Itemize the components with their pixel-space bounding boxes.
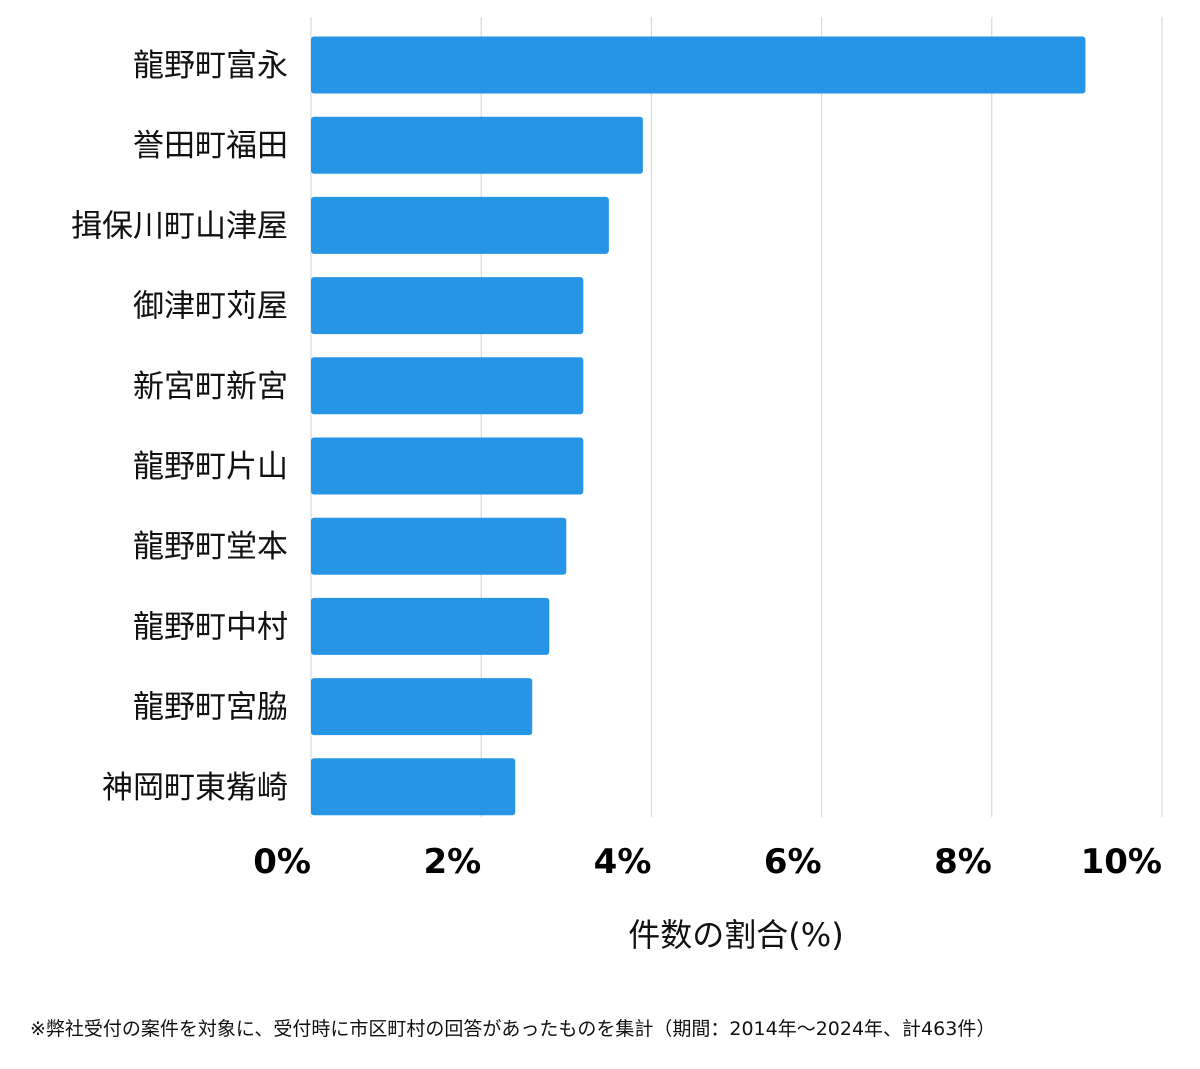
tick-label-4: 8% [934, 842, 992, 882]
bar-0 [311, 36, 1086, 94]
category-label-9: 神岡町東觜崎 [102, 770, 288, 806]
category-label-4: 新宮町新宮 [133, 369, 288, 405]
bar-1 [311, 116, 643, 174]
category-labels: 龍野町富永誉田町福田揖保川町山津屋御津町苅屋新宮町新宮龍野町片山龍野町堂本龍野町… [71, 48, 288, 806]
bar-5 [311, 437, 584, 495]
x-axis-title: 件数の割合(%) [628, 916, 843, 954]
bar-7 [311, 597, 550, 655]
category-label-1: 誉田町福田 [133, 128, 288, 164]
tick-label-2: 4% [594, 842, 652, 882]
tick-labels: 0% 2% 4% 6% 8% 10% [253, 842, 1162, 882]
bar-chart: 龍野町富永誉田町福田揖保川町山津屋御津町苅屋新宮町新宮龍野町片山龍野町堂本龍野町… [71, 17, 1163, 954]
tick-label-5: 10% [1081, 842, 1162, 882]
tick-label-0: 0% [253, 842, 311, 882]
category-label-8: 龍野町宮脇 [133, 690, 288, 726]
tick-label-3: 6% [764, 842, 822, 882]
bar-2 [311, 196, 609, 254]
bar-8 [311, 678, 533, 736]
bar-3 [311, 277, 584, 335]
category-label-3: 御津町苅屋 [133, 289, 288, 325]
category-label-7: 龍野町中村 [133, 609, 288, 645]
tick-label-1: 2% [423, 842, 481, 882]
bars [311, 36, 1086, 816]
category-label-0: 龍野町富永 [133, 48, 288, 84]
category-label-6: 龍野町堂本 [133, 529, 288, 565]
bar-9 [311, 758, 516, 816]
bar-4 [311, 357, 584, 415]
footnote: ※弊社受付の案件を対象に、受付時に市区町村の回答があったものを集計（期間：201… [30, 1018, 996, 1040]
category-label-2: 揖保川町山津屋 [71, 208, 288, 244]
bar-6 [311, 517, 567, 575]
category-label-5: 龍野町片山 [133, 449, 288, 485]
